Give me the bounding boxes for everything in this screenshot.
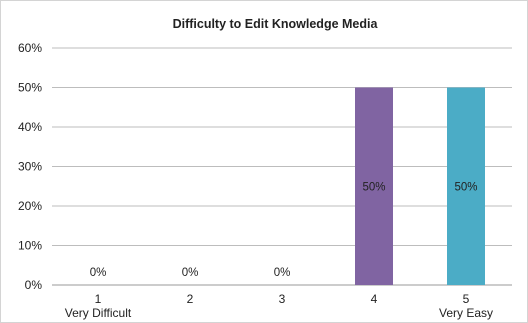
y-tick-label: 20% <box>18 199 42 213</box>
y-tick-label: 40% <box>18 120 42 134</box>
y-tick-label: 30% <box>18 160 42 174</box>
data-labels: 0% 0% 0% 50% 50% <box>90 181 478 279</box>
y-axis-ticks: 0% 10% 20% 30% 40% 50% 60% <box>18 41 42 292</box>
x-tick-label: 4 <box>371 292 378 306</box>
data-label: 0% <box>274 267 291 279</box>
x-tick-label: 2 <box>187 292 194 306</box>
chart-title: Difficulty to Edit Knowledge Media <box>173 17 379 31</box>
bars <box>355 87 485 285</box>
data-label: 0% <box>90 267 107 279</box>
x-tick-sublabel: Very Easy <box>439 306 493 320</box>
y-tick-label: 10% <box>18 239 42 253</box>
y-tick-label: 60% <box>18 41 42 55</box>
y-tick-label: 50% <box>18 81 42 95</box>
data-label: 50% <box>362 181 385 193</box>
x-tick-label: 3 <box>279 292 286 306</box>
x-tick-label: 1 <box>95 292 102 306</box>
bar <box>355 87 393 285</box>
x-tick-label: 5 <box>463 292 470 306</box>
data-label: 0% <box>182 267 199 279</box>
gridlines <box>52 47 512 286</box>
data-label: 50% <box>454 181 477 193</box>
x-tick-sublabel: Very Difficult <box>65 306 132 320</box>
y-tick-label: 0% <box>25 278 43 292</box>
bar <box>447 87 485 285</box>
